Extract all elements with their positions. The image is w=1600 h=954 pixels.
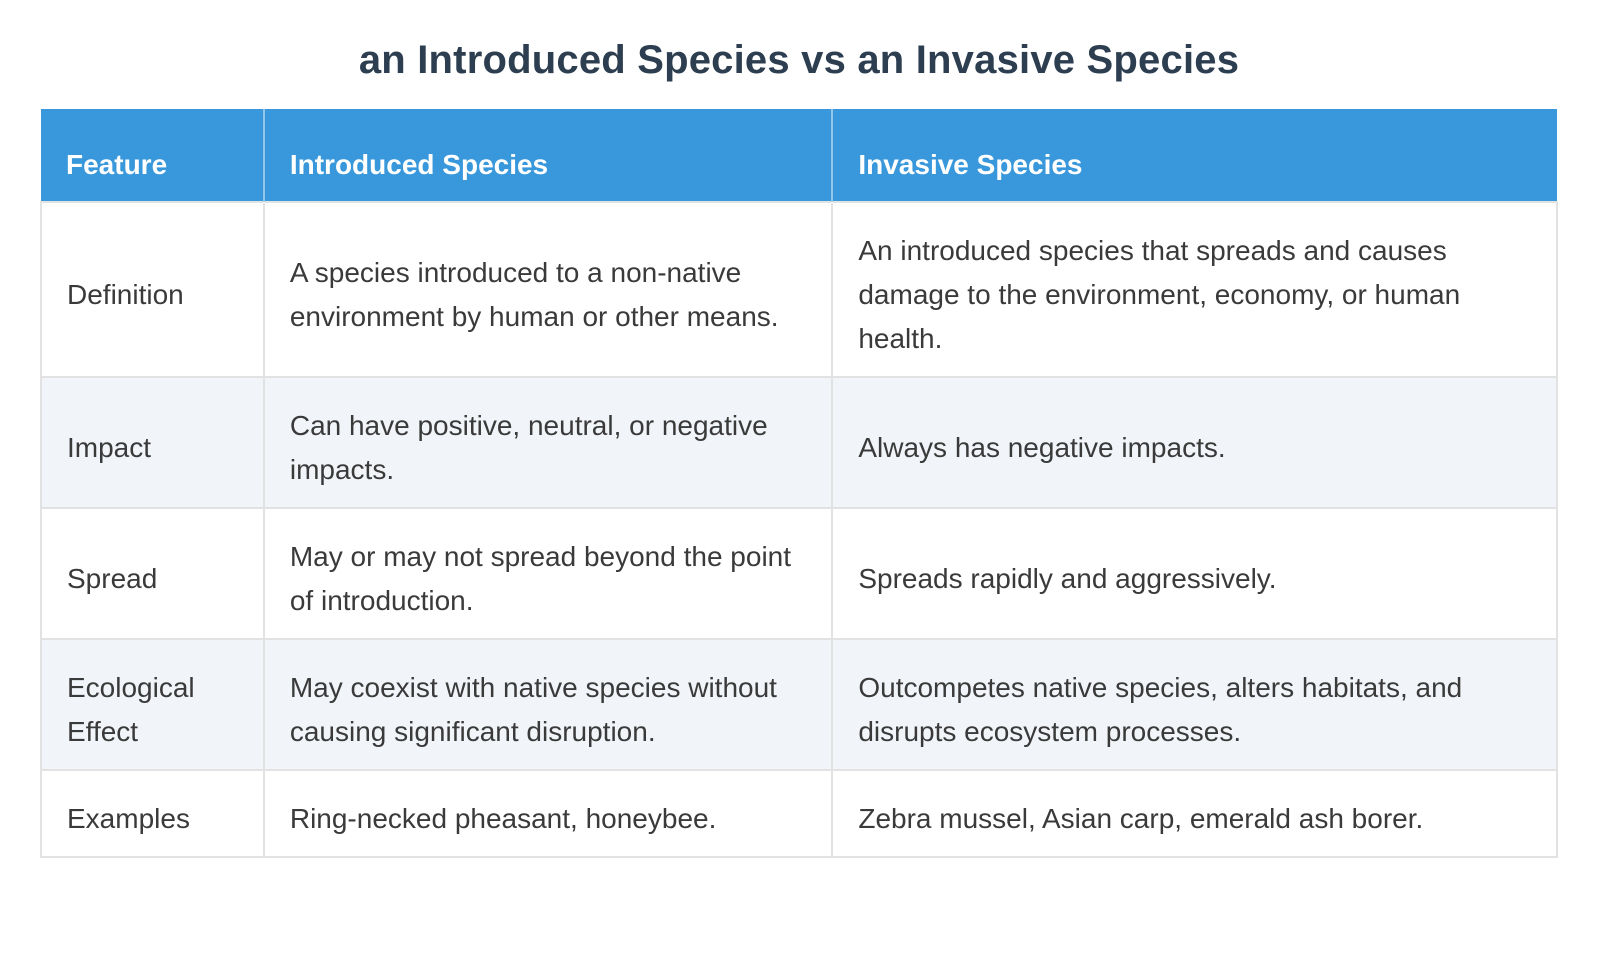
invasive-cell: Spreads rapidly and aggressively. <box>831 507 1558 640</box>
comparison-table: Feature Introduced Species Invasive Spec… <box>40 109 1558 858</box>
header-cell-invasive: Invasive Species <box>832 109 1557 202</box>
feature-cell: Ecological Effect <box>40 638 265 771</box>
invasive-cell: Zebra mussel, Asian carp, emerald ash bo… <box>831 769 1558 858</box>
table-row-examples: Examples Ring-necked pheasant, honeybee.… <box>40 769 1558 858</box>
table-row-impact: Impact Can have positive, neutral, or ne… <box>40 376 1558 509</box>
feature-cell: Impact <box>40 376 265 509</box>
table-header-row: Feature Introduced Species Invasive Spec… <box>41 109 1557 202</box>
introduced-cell: Can have positive, neutral, or negative … <box>262 376 834 509</box>
page-title: an Introduced Species vs an Invasive Spe… <box>358 38 1240 82</box>
invasive-cell: An introduced species that spreads and c… <box>831 201 1558 378</box>
header-cell-introduced: Introduced Species <box>263 109 834 202</box>
table-row-spread: Spread May or may not spread beyond the … <box>40 507 1558 640</box>
introduced-cell: May or may not spread beyond the point o… <box>262 507 834 640</box>
feature-cell: Definition <box>40 201 265 378</box>
feature-cell: Examples <box>40 769 265 858</box>
table-row-definition: Definition A species introduced to a non… <box>40 201 1558 378</box>
header-cell-feature: Feature <box>41 109 265 202</box>
table-row-ecological-effect: Ecological Effect May coexist with nativ… <box>40 638 1558 771</box>
introduced-cell: Ring-necked pheasant, honeybee. <box>262 769 834 858</box>
invasive-cell: Outcompetes native species, alters habit… <box>831 638 1558 771</box>
page: an Introduced Species vs an Invasive Spe… <box>40 38 1558 858</box>
introduced-cell: May coexist with native species without … <box>262 638 834 771</box>
invasive-cell: Always has negative impacts. <box>831 376 1558 509</box>
feature-cell: Spread <box>40 507 265 640</box>
introduced-cell: A species introduced to a non-native env… <box>262 201 834 378</box>
